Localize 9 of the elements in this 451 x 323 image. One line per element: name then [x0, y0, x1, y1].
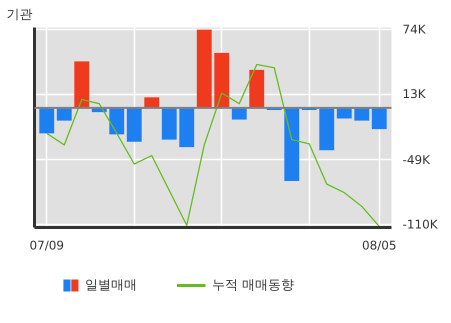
y-tick-label: -110K: [402, 217, 439, 232]
chart-title: 기관: [6, 8, 32, 22]
y-tick-label: -49K: [402, 152, 432, 167]
y-tick-label: 74K: [402, 22, 427, 37]
legend-label: 누적 매매동향: [212, 278, 294, 293]
y-tick-label: 13K: [402, 87, 427, 102]
x-tick-label: 08/05: [362, 238, 397, 252]
legend-label: 일별매매: [85, 278, 138, 293]
x-tick-label: 07/09: [29, 238, 64, 252]
